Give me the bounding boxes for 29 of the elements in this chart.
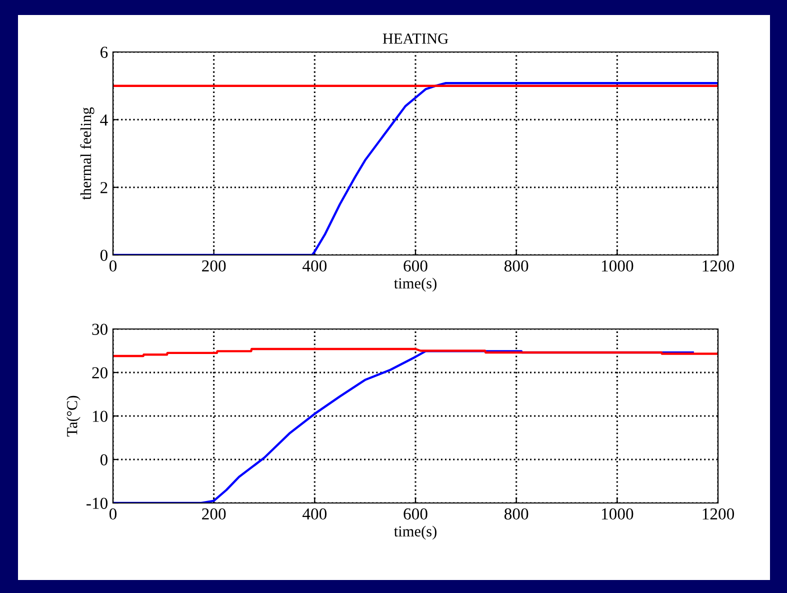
x-tick-label: 800 <box>504 508 528 520</box>
x-tick-label: 1200 <box>702 508 734 520</box>
y-tick-label: 0 <box>100 454 108 466</box>
x-tick-label: 400 <box>302 260 327 272</box>
x-tick-label: 400 <box>302 508 327 520</box>
y-axis-title: Ta(°C) <box>66 396 80 436</box>
x-tick-label: 0 <box>109 508 117 520</box>
line-series <box>113 348 718 358</box>
y-tick-label: 4 <box>100 114 108 126</box>
y-tick-label: 6 <box>100 46 108 58</box>
x-axis-title: time(s) <box>394 526 436 540</box>
y-tick-label: 2 <box>100 182 108 194</box>
x-tick-label: 1000 <box>602 260 634 272</box>
y-tick-label: -10 <box>86 498 108 509</box>
x-tick-label: 200 <box>202 260 226 272</box>
y-tick-label: 20 <box>92 367 108 378</box>
x-tick-label: 600 <box>404 508 428 520</box>
y-axis-title: thermal feeling <box>80 107 94 200</box>
y-tick-label: 10 <box>92 410 108 422</box>
x-tick-label: 1000 <box>602 508 634 520</box>
x-axis-title: time(s) <box>394 278 436 292</box>
x-tick-label: 200 <box>202 508 226 520</box>
chart-title: HEATING <box>382 34 448 44</box>
x-tick-label: 800 <box>504 260 528 272</box>
y-tick-label: 0 <box>100 250 108 261</box>
y-tick-label: 30 <box>92 324 108 335</box>
x-tick-label: 0 <box>109 260 117 272</box>
x-tick-label: 1200 <box>702 260 734 272</box>
x-tick-label: 600 <box>404 260 428 272</box>
